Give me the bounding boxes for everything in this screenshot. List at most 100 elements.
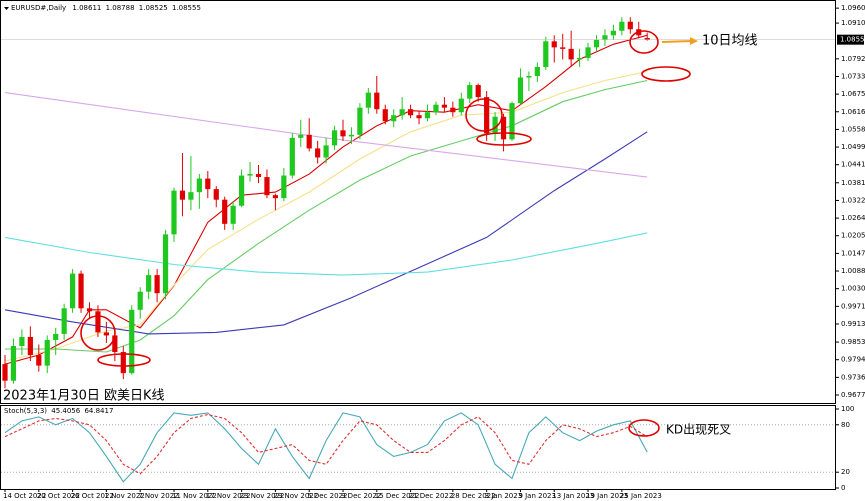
candle-body xyxy=(146,275,152,292)
price-tag xyxy=(837,34,864,45)
y-tick-label: 1.09105 xyxy=(841,19,865,27)
x-tick-label: 23 Nov 2022 xyxy=(240,492,285,500)
candle-body xyxy=(331,130,338,146)
candle-body xyxy=(137,291,143,310)
marks xyxy=(1,17,835,483)
candle-body xyxy=(78,273,84,309)
candle-body xyxy=(441,104,447,108)
y-tick-label: 0.96775 xyxy=(841,391,865,399)
menu-icon xyxy=(4,7,9,10)
candle-body xyxy=(593,39,600,48)
candle-body xyxy=(2,364,8,381)
y-tick-label: 0.99715 xyxy=(841,302,865,310)
y-tick-label: 1.06165 xyxy=(841,108,865,116)
candle-body xyxy=(357,107,363,135)
candle-body xyxy=(517,77,524,104)
x-tick-label: 15 Dec 2022 xyxy=(375,492,420,500)
circle xyxy=(80,315,116,351)
y-tick-label: 1.04995 xyxy=(841,143,865,151)
candle-body xyxy=(365,92,371,108)
candle-body xyxy=(27,336,33,356)
stoch-tick-label: 20 xyxy=(841,468,850,476)
candle-body xyxy=(162,234,169,294)
y-tick-label: 0.97945 xyxy=(841,356,865,364)
candle-body xyxy=(179,190,186,200)
candle-body xyxy=(239,175,245,206)
y-tick-label: 1.05580 xyxy=(841,125,865,133)
candle-body xyxy=(36,355,42,366)
candle-body xyxy=(509,103,515,140)
candle-body xyxy=(70,273,76,309)
candle-body xyxy=(103,332,109,336)
candle-body xyxy=(577,57,583,60)
candle-body xyxy=(298,134,304,138)
y-tick-label: 1.01470 xyxy=(841,249,865,257)
open-value: 1.08611 xyxy=(72,4,101,12)
close-value: 1.08555 xyxy=(172,4,201,12)
candle-body xyxy=(568,48,574,60)
y-tick-label: 1.07335 xyxy=(841,72,865,80)
y-tick-label: 1.03225 xyxy=(841,196,865,204)
price-panel xyxy=(0,0,836,404)
candle-body xyxy=(171,190,177,235)
stoch-tick-label: 100 xyxy=(841,405,854,413)
candle-body xyxy=(348,134,355,137)
x-tick-label: 20 Oct 2022 xyxy=(37,492,80,500)
candle-body xyxy=(382,109,388,122)
candle-body xyxy=(120,352,126,374)
candle-body xyxy=(213,189,219,200)
stoch-k xyxy=(4,412,648,483)
ma-note: 10日均线 xyxy=(702,34,758,49)
y-tick-label: 1.06750 xyxy=(841,90,865,98)
kd-note: KD出现死叉 xyxy=(666,423,731,437)
chart-note: 2023年1月30日 欧美日K线 xyxy=(3,389,165,404)
candle-body xyxy=(272,195,278,199)
x-tick-label: 11 Nov 2022 xyxy=(172,492,217,500)
candle-body xyxy=(222,199,228,224)
ellipse xyxy=(628,419,660,437)
x-tick-label: 17 Nov 2022 xyxy=(206,492,251,500)
candle-body xyxy=(424,112,431,119)
candle-body xyxy=(315,148,321,158)
y-tick-label: 1.0441 xyxy=(841,161,865,169)
price-tag-label: 1.08555 xyxy=(840,36,865,44)
stoch-header: Stoch(5,3,3) 45.4056 64.8417 xyxy=(4,407,113,415)
candle-body xyxy=(500,116,507,140)
candle-body xyxy=(399,109,405,116)
y-tick-label: 1.09600 xyxy=(841,4,865,12)
candle-body xyxy=(53,333,59,340)
candle-body xyxy=(306,134,312,149)
stoch-tick-label: 0 xyxy=(841,484,845,492)
candle-body xyxy=(543,41,549,67)
x-tick-label: 29 Nov 2022 xyxy=(273,492,318,500)
candle-body xyxy=(196,178,202,193)
moving-average xyxy=(5,79,648,353)
candle-body xyxy=(619,21,625,31)
candle-body xyxy=(610,30,616,36)
candle-body xyxy=(526,76,532,78)
symbol: EURUSD#,Daily xyxy=(11,4,66,12)
moving-average xyxy=(4,70,648,362)
arrow-line xyxy=(661,40,693,43)
x-tick-label: 26 Oct 2022 xyxy=(71,492,114,500)
candle-body xyxy=(255,174,262,178)
candle-body xyxy=(61,308,67,334)
candle-body xyxy=(560,47,566,49)
x-tick-label: 9 Jan 2023 xyxy=(518,492,556,500)
y-tick-label: 1.03810 xyxy=(841,179,865,187)
candle-body xyxy=(475,85,481,98)
candle-body xyxy=(129,309,135,374)
candle-body xyxy=(534,66,540,77)
candle-body xyxy=(450,107,456,113)
arrow-head xyxy=(690,37,698,45)
x-tick-label: 1 Nov 2022 xyxy=(104,492,144,500)
x-tick-label: 28 Dec 2022 xyxy=(451,492,496,500)
x-tick-label: 19 Jan 2023 xyxy=(586,492,628,500)
moving-average xyxy=(4,232,648,276)
y-tick-label: 1.02055 xyxy=(841,232,865,240)
moving-average xyxy=(4,92,648,178)
